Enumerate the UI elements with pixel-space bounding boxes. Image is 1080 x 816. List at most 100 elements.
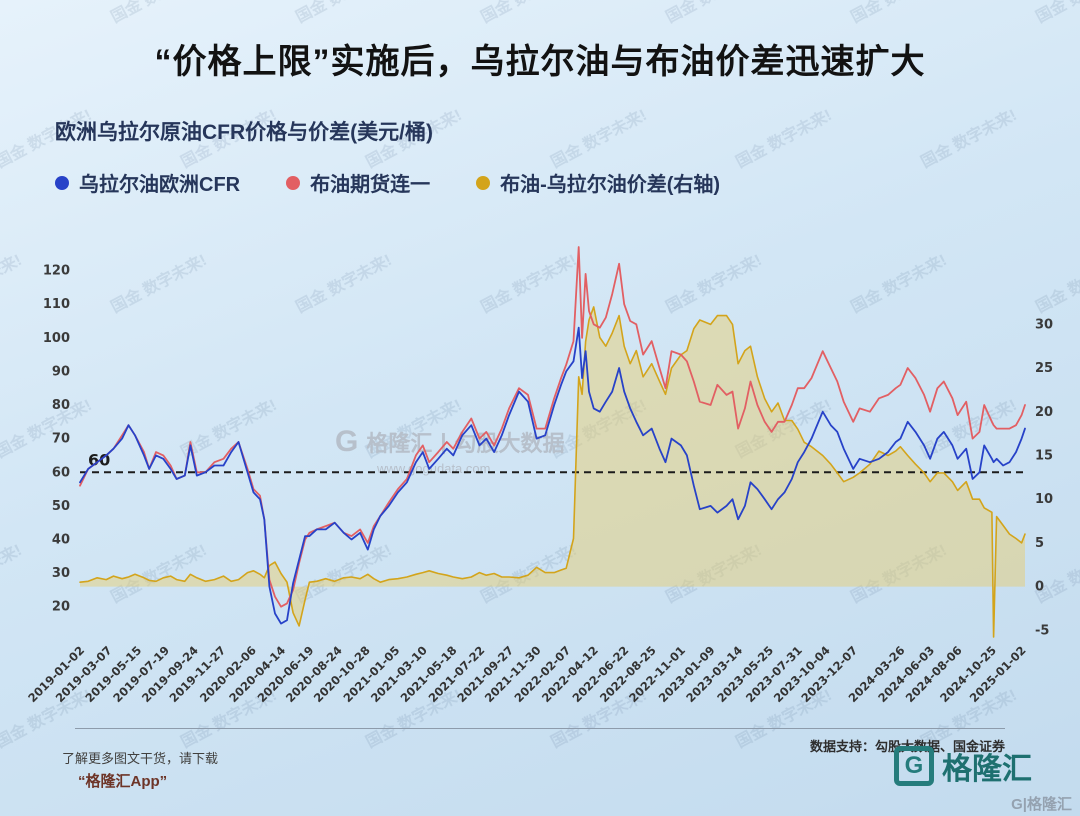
legend-label-urals: 乌拉尔油欧洲CFR xyxy=(79,174,241,196)
price-cap-60-label: 60 xyxy=(88,450,110,469)
right-axis-tick: -5 xyxy=(1035,623,1049,638)
promo-text-line2: “格隆汇App” xyxy=(78,773,168,790)
tiled-watermark-text: 国金 数字未来! xyxy=(293,251,395,317)
corner-watermark: G|格隆汇 xyxy=(1011,796,1072,813)
x-axis-date-tick: 2023-12-07 xyxy=(798,643,860,705)
legend-item-brent: 布油期货连一 xyxy=(286,168,430,197)
x-axis-date-tick: 2025-01-02 xyxy=(967,643,1029,705)
legend-label-spread: 布油-乌拉尔油价差(右轴) xyxy=(500,174,721,196)
x-axis-date-tick: 2023-10-04 xyxy=(771,643,833,705)
x-axis-date-tick: 2021-03-10 xyxy=(368,643,430,705)
left-axis-tick: 100 xyxy=(43,331,70,346)
tiled-watermark-text: 国金 数字未来! xyxy=(363,396,465,462)
legend-item-spread: 布油-乌拉尔油价差(右轴) xyxy=(476,168,720,197)
gelonghui-logo-icon: G xyxy=(335,425,359,458)
tiled-watermark-text: 国金 数字未来! xyxy=(548,396,650,462)
tiled-watermark-text: 国金 数字未来! xyxy=(663,541,765,607)
tiled-watermark-text: 国金 数字未来! xyxy=(476,0,581,27)
legend-item-urals: 乌拉尔油欧洲CFR xyxy=(55,168,240,197)
right-axis-tick: 0 xyxy=(1035,580,1044,595)
x-axis-date-tick: 2020-10-28 xyxy=(311,643,373,705)
tiled-watermark-text: 国金 数字未来! xyxy=(0,686,95,752)
tiled-watermark-text: 国金 数字未来! xyxy=(0,396,95,462)
x-axis-date-tick: 2022-11-01 xyxy=(626,643,688,705)
footer-divider xyxy=(75,728,1005,729)
gelonghui-g-icon: G xyxy=(894,746,934,786)
urals-line xyxy=(79,326,1026,625)
tiled-watermark-text: 国金 数字未来! xyxy=(0,541,25,607)
brent-line xyxy=(79,246,1026,608)
center-watermark-divider: | xyxy=(440,429,447,454)
x-axis-date-tick: 2023-05-25 xyxy=(714,643,776,705)
tiled-watermark-text: 国金 数字未来! xyxy=(663,251,765,317)
right-axis-tick: 30 xyxy=(1035,317,1053,332)
gelonghui-brand-logo: G 格隆汇 xyxy=(894,744,1032,788)
right-axis-tick: 25 xyxy=(1035,361,1053,376)
urals-dot-icon xyxy=(55,175,69,190)
left-axis-tick: 110 xyxy=(43,297,70,312)
x-axis-date-tick: 2024-08-06 xyxy=(903,643,965,705)
tiled-watermark-text: 国金 数字未来! xyxy=(293,541,395,607)
x-axis-date-tick: 2020-06-19 xyxy=(255,643,317,705)
x-axis-date-tick: 2021-11-30 xyxy=(482,643,544,705)
x-axis-date-tick: 2020-04-14 xyxy=(226,643,288,705)
tiled-watermark-text: 国金 数字未来! xyxy=(848,541,950,607)
x-axis-date-tick: 2022-04-12 xyxy=(539,643,601,705)
tiled-watermark-text: 国金 数字未来! xyxy=(846,0,951,27)
right-axis-tick: 5 xyxy=(1035,536,1044,551)
promo-text-line1: 了解更多图文干货，请下载 xyxy=(62,751,219,766)
left-axis-tick: 80 xyxy=(52,398,70,413)
x-axis-date-tick: 2021-05-18 xyxy=(398,643,460,705)
tiled-watermark-text: 国金 数字未来! xyxy=(1033,541,1080,607)
x-axis-date-tick: 2023-03-14 xyxy=(683,643,745,705)
x-axis-date-tick: 2024-03-26 xyxy=(846,643,908,705)
tiled-watermark-text: 国金 数字未来! xyxy=(661,0,766,27)
x-axis-date-tick: 2021-09-27 xyxy=(454,643,516,705)
left-axis-tick: 120 xyxy=(43,264,70,279)
spread-dot-icon xyxy=(476,175,491,190)
tiled-watermark-text: 国金 数字未来! xyxy=(733,106,835,172)
x-axis-date-tick: 2024-10-25 xyxy=(937,643,999,705)
center-watermark-brand: 格隆汇 xyxy=(366,431,433,456)
spread-line xyxy=(79,306,1026,638)
tiled-watermark-text: 国金 数字未来! xyxy=(363,686,465,752)
spread-area-fill xyxy=(80,306,1025,637)
x-axis-date-tick: 2024-06-03 xyxy=(875,643,937,705)
x-axis-date-tick: 2022-06-22 xyxy=(569,643,631,705)
tiled-watermark-text: 国金 数字未来! xyxy=(478,541,580,607)
x-axis-date-tick: 2019-01-02 xyxy=(25,643,87,705)
tiled-watermark-text: 国金 数字未来! xyxy=(106,0,211,27)
right-axis-tick: 20 xyxy=(1035,405,1053,420)
legend-label-brent: 布油期货连一 xyxy=(310,174,431,196)
price-spread-chart: 60 20 30 40 50 60 70 80 90 100 110 120 -5 0 5 10 15 20 25 3… xyxy=(25,246,1053,705)
tiled-watermark-text: 国金 数字未来! xyxy=(178,396,280,462)
left-axis-tick: 90 xyxy=(52,364,70,379)
tiled-watermark-text: 国金 数字未来! xyxy=(0,0,25,27)
x-axis-date-tick: 2022-08-25 xyxy=(597,643,659,705)
right-axis-tick: 10 xyxy=(1035,492,1053,507)
x-axis-date-tick: 2022-02-07 xyxy=(511,643,573,705)
center-watermark-url: www.gogudata.com xyxy=(377,461,491,476)
tiled-watermark-text: 国金 数字未来! xyxy=(918,396,1020,462)
x-axis-date-tick: 2019-05-15 xyxy=(82,643,144,705)
tiled-watermark-text: 国金 数字未来! xyxy=(1031,0,1080,27)
tiled-watermark-text: 国金 数字未来! xyxy=(478,251,580,317)
x-axis-date-tick: 2019-07-19 xyxy=(110,643,172,705)
chart-legend: 乌拉尔油欧洲CFR 布油期货连一 布油-乌拉尔油价差(右轴) xyxy=(55,168,720,197)
right-axis-tick: 15 xyxy=(1035,448,1053,463)
x-axis-date-tick: 2021-01-05 xyxy=(340,643,402,705)
left-axis-tick: 30 xyxy=(52,566,70,581)
tiled-watermark-text: 国金 数字未来! xyxy=(291,0,396,27)
tiled-watermark-text: 国金 数字未来! xyxy=(733,396,835,462)
x-axis-date-tick: 2019-11-27 xyxy=(167,643,229,705)
left-axis-tick: 70 xyxy=(52,432,70,447)
center-watermark: G 格隆汇 | 勾股大数据 www.gogudata.com xyxy=(335,425,565,476)
left-axis-tick: 60 xyxy=(52,465,70,480)
gelonghui-brand-name: 格隆汇 xyxy=(942,753,1032,786)
x-axis-date-tick: 2021-07-22 xyxy=(426,643,488,705)
brent-dot-icon xyxy=(286,175,301,190)
x-axis-date-tick: 2020-08-24 xyxy=(283,643,345,705)
x-axis-date-tick: 2023-07-31 xyxy=(743,643,805,705)
tiled-watermark-text: 国金 数字未来! xyxy=(548,686,650,752)
